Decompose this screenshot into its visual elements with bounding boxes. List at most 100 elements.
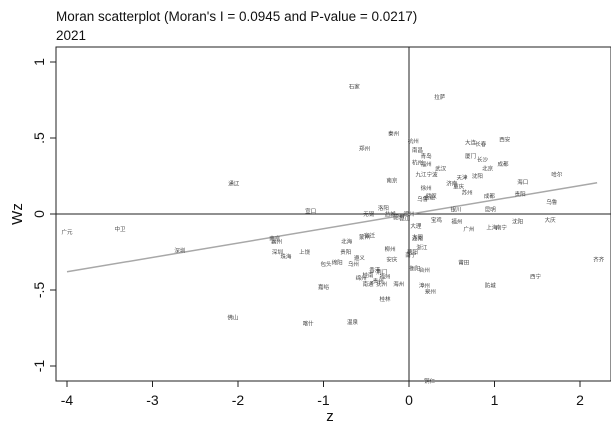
x-tick-label: 2	[576, 392, 584, 408]
point-label: 长沙	[477, 155, 489, 163]
point-label: 南京	[269, 234, 281, 242]
point-label: 南昌	[412, 146, 423, 154]
point-label: 喀什	[303, 319, 315, 327]
y-tick-label: -1	[31, 360, 47, 373]
point-label: 深圳	[272, 248, 284, 256]
point-label: 洛阳	[378, 204, 389, 212]
point-label: 秦州	[388, 129, 399, 137]
point-label: 西安	[499, 136, 511, 144]
point-label: 绵阳	[332, 259, 343, 267]
point-label: 中卫	[115, 225, 127, 233]
point-label: 包头	[321, 260, 333, 268]
point-label: 嘉峪	[318, 283, 330, 291]
point-label: 浙江	[416, 243, 428, 251]
point-label: 无锡	[363, 210, 375, 218]
point-label: 温泉	[347, 318, 359, 326]
x-tick-label: -4	[61, 392, 74, 408]
point-label: 哈尔	[551, 170, 563, 178]
x-tick-label: -2	[232, 392, 245, 408]
point-label: 盐城	[385, 210, 397, 218]
point-label: 贵阳	[515, 190, 526, 198]
point-label: 成都	[484, 192, 496, 200]
point-label: 济南	[446, 180, 458, 188]
y-axis: 1 .5 0 -.5 -1	[31, 58, 56, 372]
point-label: 宣口	[305, 207, 316, 215]
point-label: 西宁	[530, 272, 542, 280]
point-label: 长春	[475, 140, 487, 148]
point-label: 深圳	[174, 246, 186, 254]
point-label: 武汉	[435, 164, 447, 172]
point-label: 大连	[465, 139, 477, 147]
point-label: 乌鲁	[417, 195, 429, 203]
fit-line-group	[66, 181, 598, 273]
point-label: 台州	[419, 266, 430, 274]
point-label: 漳州	[419, 281, 430, 289]
chart-subtitle: 2021	[56, 28, 86, 43]
point-label: 厦门	[465, 152, 476, 160]
point-label: 抚州	[376, 280, 387, 288]
point-label: 安庆	[386, 256, 398, 264]
point-label: 石家	[349, 82, 361, 90]
point-label: 珠海	[280, 253, 292, 261]
point-label: 通辽	[228, 180, 240, 188]
point-label: 遵义	[354, 254, 366, 262]
point-label: 贵州	[373, 277, 384, 285]
point-label: 重庆	[453, 183, 465, 191]
point-label: 成都	[498, 160, 510, 168]
point-label: 拉萨	[434, 93, 446, 101]
point-label: 广州	[463, 225, 474, 233]
point-label: 宁波	[427, 170, 439, 178]
x-tick-label: -1	[317, 392, 330, 408]
point-label: 荆门	[376, 268, 387, 276]
y-tick-label: .5	[31, 132, 47, 144]
point-label: 福州	[421, 160, 432, 168]
point-label: 绵州	[356, 274, 367, 282]
point-label: 柳州	[385, 245, 396, 253]
point-label: 大同	[412, 233, 424, 241]
point-label: 衡阳	[409, 265, 420, 273]
point-label: 宿迁	[364, 231, 376, 239]
point-label: 上饶	[299, 248, 311, 256]
point-label: 海口	[517, 178, 528, 186]
point-label: 防城	[485, 281, 497, 289]
point-label: 齐齐	[593, 256, 605, 264]
point-label: 武汉	[426, 192, 438, 200]
x-tick-label: 1	[491, 392, 499, 408]
point-label: 郑州	[359, 145, 370, 153]
point-label: 南宁	[405, 251, 417, 259]
point-label: 合肥	[424, 193, 436, 201]
point-label: 襄州	[271, 237, 282, 245]
point-label: 沈阳	[512, 218, 523, 226]
point-label: 沈阳	[472, 172, 483, 180]
point-label: 铜仁	[424, 377, 436, 385]
point-label: 北海	[341, 237, 353, 245]
point-label: 乌鲁	[546, 198, 558, 206]
point-label: 银川	[451, 205, 462, 213]
point-label: 福州	[380, 272, 391, 280]
point-label: 湖南	[412, 234, 424, 242]
point-label: 北京	[482, 164, 494, 172]
point-label: 香港	[369, 266, 381, 274]
chart-title: Moran scatterplot (Moran's I = 0.0945 an…	[56, 9, 417, 24]
point-label: 大庆	[545, 216, 557, 224]
point-label: 蒙州	[359, 233, 370, 241]
point-labels: 广元中卫深圳通辽佛山南京襄州深圳珠海上饶喀什宣口包头嘉峪温泉北海贵阳绵阳遵义乌州…	[61, 82, 604, 385]
point-label: 莆田	[458, 259, 469, 267]
point-label: 杭州	[412, 158, 423, 166]
point-label: 杭州	[408, 137, 419, 145]
point-label: 昆明	[485, 206, 497, 213]
point-label: 天津	[457, 175, 469, 182]
x-axis: -4 -3 -2 -1 0 1 2	[61, 381, 584, 408]
point-label: 九江	[415, 170, 427, 178]
point-label: 广元	[61, 228, 73, 236]
reference-lines	[56, 47, 611, 381]
point-label: 南通	[362, 280, 374, 288]
point-label: 桂南	[362, 271, 374, 279]
point-label: 韶州	[393, 213, 404, 221]
point-label: 上海	[486, 224, 498, 232]
y-tick-label: 0	[31, 210, 47, 218]
x-axis-label: z	[326, 408, 334, 421]
point-label: 南宁	[496, 224, 508, 232]
point-label: 苏州	[462, 189, 473, 197]
